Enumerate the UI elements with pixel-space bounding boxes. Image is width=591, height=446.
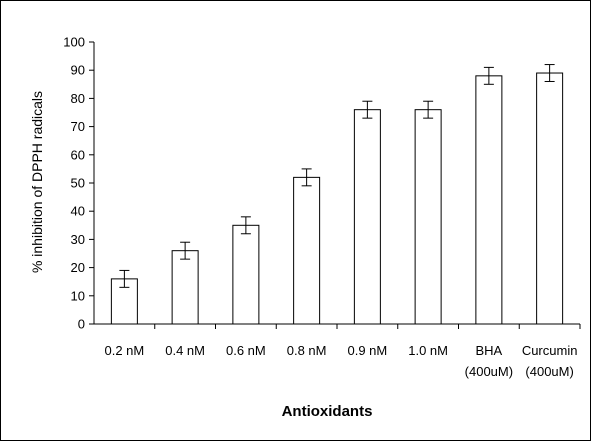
x-tick-label: 0.6 nM — [226, 343, 266, 358]
x-axis-ticks: 0.2 nM 0.4 nM 0.6 nM 0.8 nM 0.9 nM 1.0 nM BHA (… — [105, 324, 581, 379]
y-tick-label: 50 — [71, 176, 85, 191]
x-axis-label: Antioxidants — [282, 403, 373, 420]
y-tick-label: 70 — [71, 119, 85, 134]
bar — [536, 72, 564, 325]
bar — [232, 224, 260, 325]
y-tick-label: 0 — [78, 317, 85, 332]
y-tick-label: 20 — [71, 260, 85, 275]
x-tick-label: BHA — [476, 343, 503, 358]
y-axis-label: % inhibition of DPPH radicals — [29, 91, 45, 273]
bar — [414, 109, 442, 325]
x-tick-label: (400uM) — [525, 364, 573, 379]
bars — [110, 72, 564, 325]
bar — [353, 109, 381, 325]
bar — [293, 176, 321, 325]
y-tick-label: 100 — [63, 35, 85, 50]
y-axis-ticks: 0 10 20 30 40 50 60 70 80 90 100 — [63, 35, 94, 332]
x-tick-label: 0.2 nM — [105, 343, 145, 358]
x-tick-label: Curcumin — [522, 343, 578, 358]
y-tick-label: 30 — [71, 232, 85, 247]
x-tick-label: 0.8 nM — [287, 343, 327, 358]
y-tick-label: 60 — [71, 147, 85, 162]
y-tick-label: 90 — [71, 63, 85, 78]
x-tick-label: 0.4 nM — [165, 343, 205, 358]
bar — [171, 250, 199, 325]
error-bars — [119, 64, 555, 288]
bar — [475, 75, 503, 325]
y-tick-label: 80 — [71, 91, 85, 106]
x-tick-label: 0.9 nM — [348, 343, 388, 358]
y-tick-label: 40 — [71, 204, 85, 219]
y-tick-label: 10 — [71, 288, 85, 303]
x-tick-label: (400uM) — [465, 364, 513, 379]
x-tick-label: 1.0 nM — [408, 343, 448, 358]
